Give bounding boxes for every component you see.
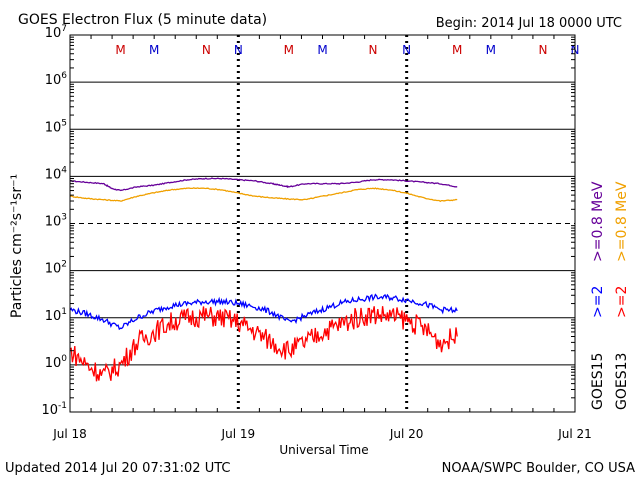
y-axis-label: Particles cm⁻²s⁻¹sr⁻¹ <box>9 174 25 318</box>
credit-text: NOAA/SWPC Boulder, CO USA <box>442 461 635 476</box>
legend-goes13-08mev: >=0.8 MeV <box>614 181 630 262</box>
marker-m: M <box>317 43 327 57</box>
y-tick-label: 103 <box>45 213 67 230</box>
marker-m: M <box>452 43 462 57</box>
y-tick-label: 105 <box>45 118 67 135</box>
y-tick-label: 107 <box>45 24 67 41</box>
marker-m: M <box>486 43 496 57</box>
y-tick-exponent: 4 <box>61 165 67 175</box>
y-tick-label: 10-1 <box>41 401 67 418</box>
x-tick-label: Jul 18 <box>52 427 87 441</box>
x-tick-label: Jul 19 <box>221 427 256 441</box>
series-goes13-08mev <box>69 187 458 203</box>
legend-goes13-2mev: >=2 <box>614 286 630 318</box>
x-tick-label: Jul 21 <box>557 427 592 441</box>
y-tick-exponent: 1 <box>61 307 67 317</box>
series-goes15-2mev <box>69 293 458 331</box>
series-layer <box>69 177 458 382</box>
legend-goes13-label: GOES13 <box>614 353 630 410</box>
y-tick-label: 102 <box>45 260 67 277</box>
plot-frame <box>69 34 576 413</box>
series-goes13-2mev <box>69 306 458 382</box>
y-tick-label: 101 <box>45 307 67 324</box>
y-tick-exponent: 6 <box>61 71 67 81</box>
marker-n: N <box>539 43 548 57</box>
updated-timestamp: Updated 2014 Jul 20 07:31:02 UTC <box>5 461 230 476</box>
x-tick-label: Jul 20 <box>389 427 424 441</box>
marker-m: M <box>149 43 159 57</box>
y-tick-exponent: 0 <box>61 354 67 364</box>
begin-date: Begin: 2014 Jul 18 0000 UTC <box>436 16 622 31</box>
series-goes15-08mev <box>70 177 458 192</box>
legend-goes15-2mev: >=2 <box>590 286 606 318</box>
y-tick-exponent: 7 <box>61 24 67 34</box>
y-tick-exponent: 5 <box>61 118 67 128</box>
y-tick-exponent: 3 <box>61 213 67 223</box>
y-tick-exponent: -1 <box>58 401 67 411</box>
chart-title: GOES Electron Flux (5 minute data) <box>18 12 267 28</box>
marker-n: N <box>234 43 243 57</box>
y-tick-label: 100 <box>45 354 68 371</box>
legend-goes15-08mev: >=0.8 MeV <box>590 181 606 262</box>
y-tick-label: 106 <box>45 71 68 88</box>
marker-m: M <box>284 43 294 57</box>
y-tick-label: 104 <box>45 165 68 182</box>
legend-goes15-label: GOES15 <box>590 353 606 410</box>
marker-n: N <box>369 43 378 57</box>
y-tick-exponent: 2 <box>61 260 67 270</box>
marker-m: M <box>115 43 125 57</box>
grid-layer <box>70 35 575 412</box>
x-axis-label: Universal Time <box>279 443 368 457</box>
marker-n: N <box>202 43 211 57</box>
marker-n: N <box>402 43 411 57</box>
